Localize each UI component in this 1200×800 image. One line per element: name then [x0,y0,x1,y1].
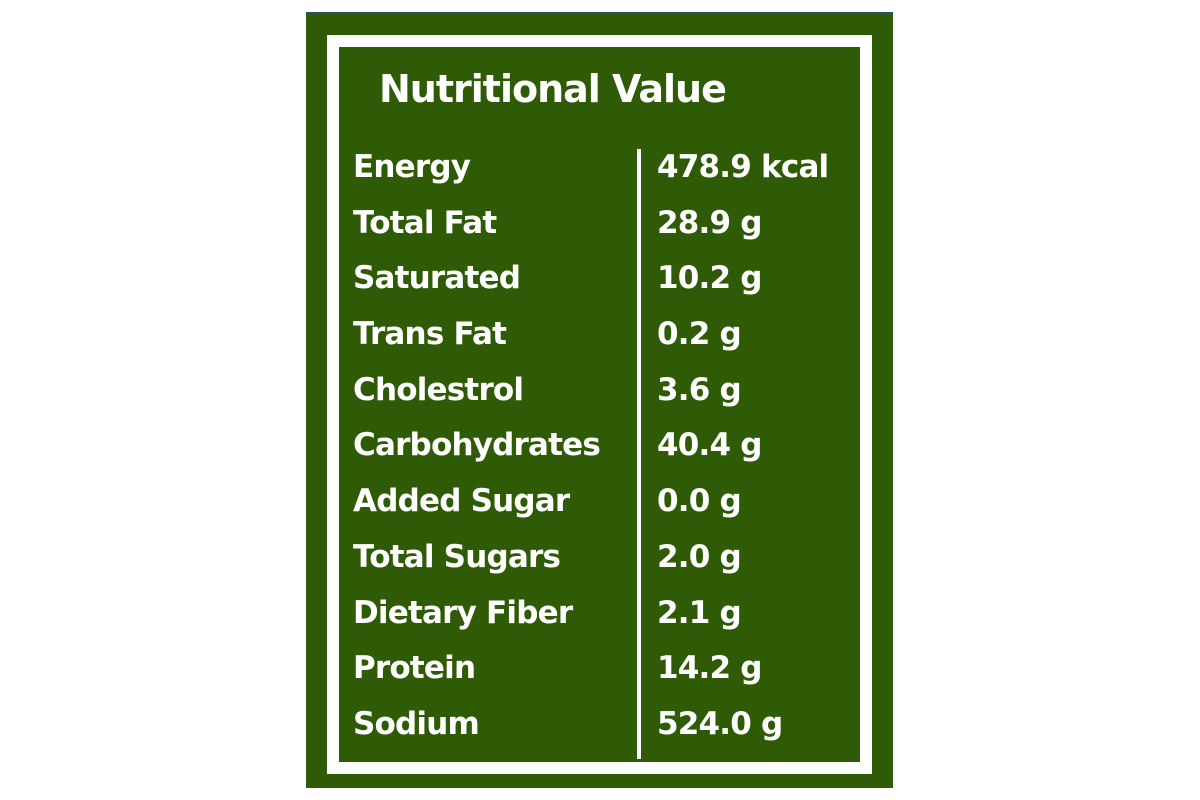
nutrition-table: Energy 478.9 kcal Total Fat 28.9 g Saturated… [339,141,860,754]
nutrient-row: Trans Fat 0.2 g [339,308,860,364]
nutrient-value: 0.0 g [657,483,742,520]
nutrient-row: Energy 478.9 kcal [339,141,860,197]
nutrient-row: Dietary Fiber 2.1 g [339,587,860,643]
nutrient-label: Sodium [353,705,480,742]
nutrient-label: Trans Fat [353,316,507,353]
nutrient-value: 478.9 kcal [657,149,829,185]
panel-title: Nutritional Value [379,67,727,111]
nutrient-label: Dietary Fiber [353,594,573,631]
nutrient-value: 0.2 g [657,316,742,353]
nutrient-row: Sodium 524.0 g [339,698,860,754]
nutrition-frame: Nutritional Value Energy 478.9 kcal Total … [327,35,872,774]
nutrient-row: Saturated 10.2 g [339,252,860,308]
nutrient-row: Added Sugar 0.0 g [339,475,860,531]
nutrient-value: 10.2 g [657,260,762,297]
nutrition-panel: Nutritional Value Energy 478.9 kcal Total … [306,12,893,788]
nutrient-row: Carbohydrates 40.4 g [339,419,860,475]
nutrient-value: 40.4 g [657,427,762,464]
nutrient-row: Total Sugars 2.0 g [339,531,860,587]
nutrient-label: Saturated [353,260,521,297]
nutrient-value: 2.1 g [657,594,742,631]
nutrient-value: 3.6 g [657,371,742,408]
nutrient-label: Energy [353,149,471,185]
column-divider [637,149,641,759]
nutrient-value: 524.0 g [657,705,783,742]
nutrient-value: 2.0 g [657,538,742,575]
nutrient-value: 14.2 g [657,650,762,687]
nutrient-label: Protein [353,650,476,687]
nutrient-label: Total Fat [353,204,497,241]
nutrient-label: Cholestrol [353,371,524,408]
nutrient-row: Cholestrol 3.6 g [339,364,860,420]
nutrient-label: Total Sugars [353,538,561,575]
nutrient-row: Total Fat 28.9 g [339,197,860,253]
nutrient-label: Carbohydrates [353,427,601,464]
nutrient-label: Added Sugar [353,483,570,520]
nutrient-row: Protein 14.2 g [339,642,860,698]
nutrient-value: 28.9 g [657,204,762,241]
